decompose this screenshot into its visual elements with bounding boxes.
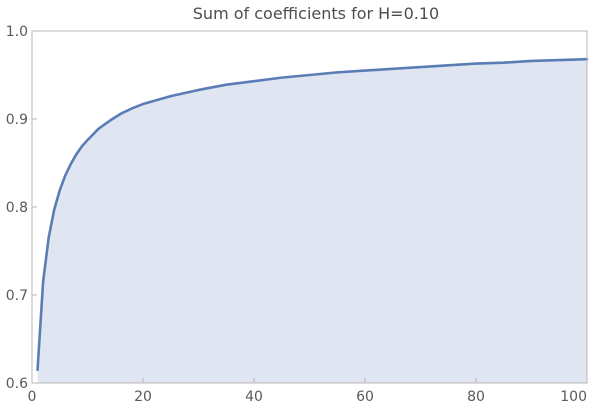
plot-area — [36, 57, 589, 383]
x-tick-label: 20 — [134, 389, 152, 405]
area-fill — [37, 59, 588, 383]
x-axis: 0 20 40 60 80 100 — [28, 378, 588, 405]
chart-title: Sum of coefficients for H=0.10 — [193, 4, 439, 23]
x-tick-label: 0 — [28, 389, 37, 405]
y-tick-label: 0.9 — [6, 112, 28, 128]
x-tick-label: 80 — [467, 389, 485, 405]
x-tick-label: 100 — [560, 389, 587, 405]
y-axis: 0.6 0.7 0.8 0.9 1.0 — [6, 24, 37, 392]
series-line — [36, 57, 589, 372]
y-tick-label: 0.6 — [6, 376, 28, 392]
y-tick-label: 0.8 — [6, 200, 28, 216]
y-tick-label: 0.7 — [6, 288, 28, 304]
x-tick-label: 60 — [356, 389, 374, 405]
y-tick-label: 1.0 — [6, 24, 28, 40]
x-tick-label: 40 — [245, 389, 263, 405]
